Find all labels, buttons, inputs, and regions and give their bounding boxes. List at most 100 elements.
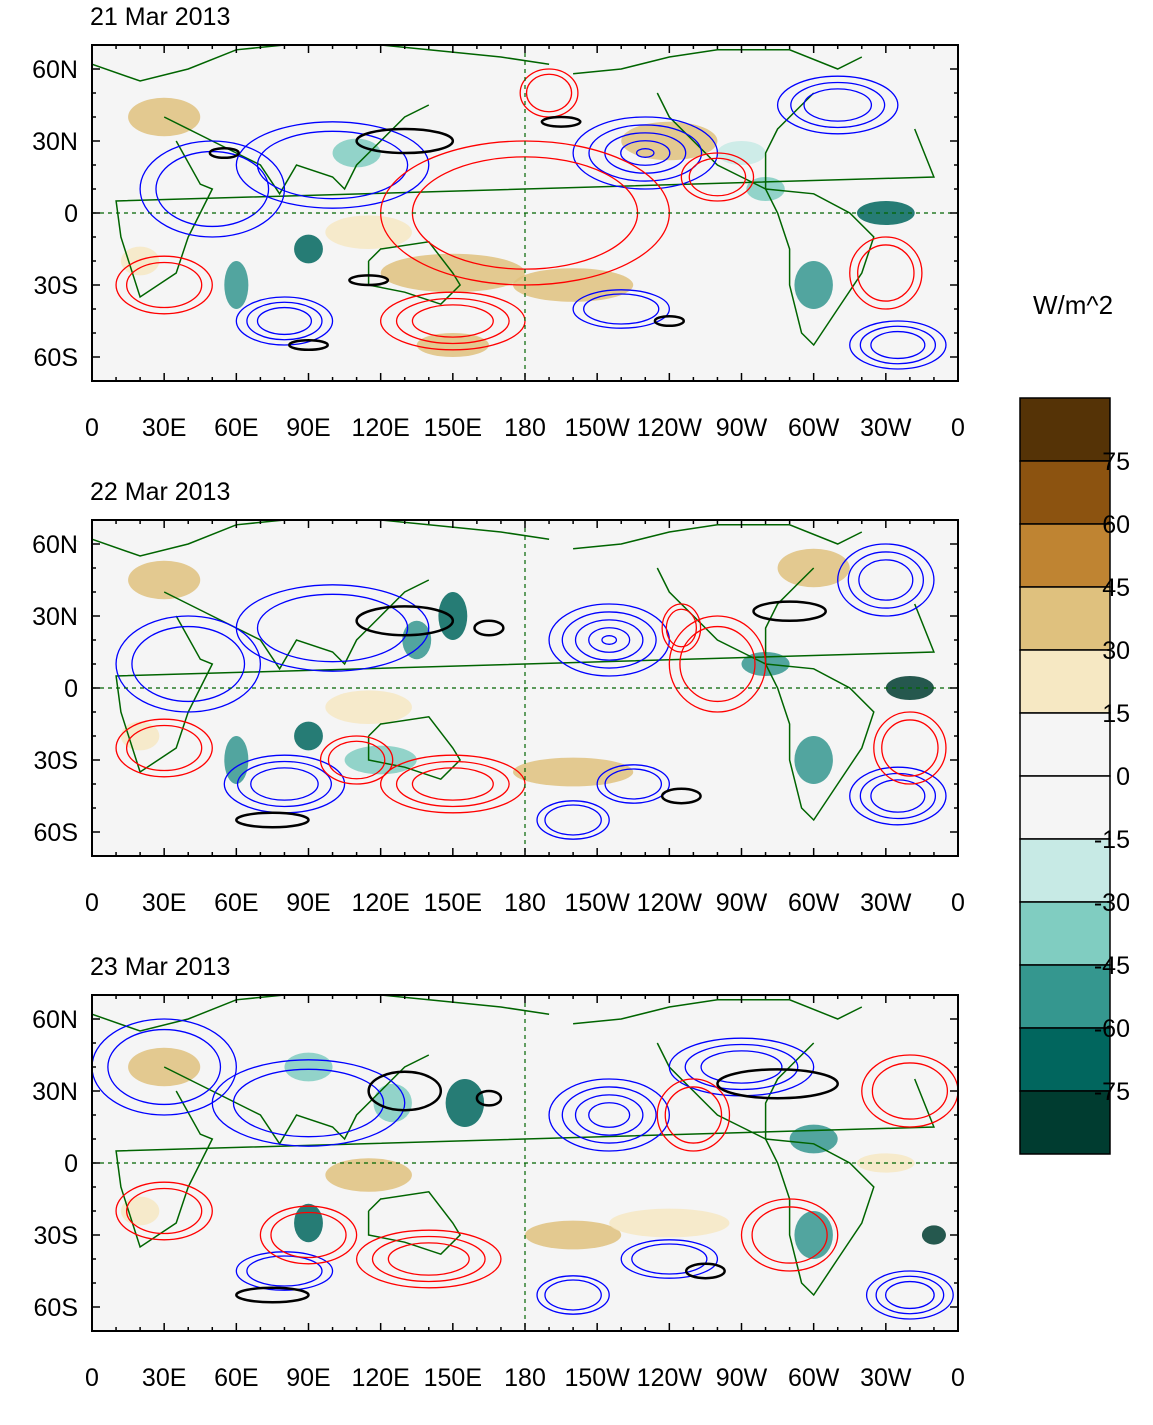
- shading-region: [921, 1225, 946, 1245]
- colorbar-bin: [1019, 775, 1111, 840]
- positive-contour: [115, 1181, 213, 1241]
- coastline: [92, 520, 550, 557]
- highlight-contour: [660, 787, 702, 805]
- positive-contour: [125, 261, 203, 309]
- colorbar-level-label: 60: [1102, 511, 1130, 539]
- negative-contour: [131, 625, 246, 703]
- lat-tick-label: 30N: [32, 1078, 78, 1106]
- positive-contour: [115, 718, 213, 778]
- highlight-contour: [235, 1286, 310, 1304]
- lon-tick-label: 90W: [716, 889, 768, 917]
- negative-contour: [884, 1280, 935, 1310]
- lon-tick-label: 60W: [788, 414, 840, 442]
- negative-contour: [561, 1086, 657, 1144]
- shading-region: [402, 620, 432, 660]
- positive-contour: [861, 1054, 958, 1128]
- lat-tick-label: 60S: [34, 1294, 78, 1322]
- positive-contour: [355, 1229, 502, 1289]
- positive-contour: [751, 1206, 828, 1264]
- lat-tick-label: 30S: [34, 1222, 78, 1250]
- lat-tick-label: 60S: [34, 344, 78, 372]
- lon-tick-label: 90E: [286, 414, 330, 442]
- coastline: [764, 663, 875, 822]
- highlight-contour: [653, 314, 686, 328]
- shading-region: [344, 745, 417, 775]
- highlight-contour: [473, 619, 505, 637]
- lon-tick-label: 180: [504, 414, 546, 442]
- negative-contour: [115, 615, 262, 713]
- lat-tick-label: 0: [64, 1150, 78, 1178]
- negative-contour: [847, 551, 925, 609]
- negative-contour: [583, 293, 660, 325]
- positive-contour: [395, 297, 510, 345]
- positive-contour: [688, 157, 747, 197]
- lat-tick-label: 60N: [32, 531, 78, 559]
- map-panel-2: 0 30E 60E 90E 120E 150E 180 150W 120W 90W 60W 30W 0 6…: [32, 519, 965, 917]
- positive-contour: [665, 608, 698, 648]
- panel-2-title: 22 Mar 2013: [90, 478, 231, 506]
- negative-contour: [236, 760, 333, 808]
- shading-region: [224, 261, 249, 309]
- lon-tick-label: 90E: [286, 889, 330, 917]
- coastline: [656, 92, 815, 191]
- coastline: [573, 524, 863, 550]
- positive-contour: [259, 1205, 358, 1265]
- colorbar-level-label: -30: [1094, 889, 1130, 917]
- negative-contour: [107, 1028, 222, 1106]
- negative-contour: [776, 75, 899, 135]
- positive-contour: [371, 1235, 486, 1283]
- highlight-contour: [684, 1262, 726, 1280]
- positive-contour: [125, 1187, 203, 1235]
- lon-tick-label: 150E: [424, 889, 482, 917]
- negative-contour: [859, 325, 937, 365]
- lon-tick-label: 30E: [142, 414, 186, 442]
- map-panel-1: 0 30E 60E 90E 120E 150E 180 150W 120W 90W 60W 30W 0 6…: [32, 44, 965, 442]
- colorbar-bin: [1019, 901, 1111, 966]
- colorbar-bin: [1019, 712, 1111, 777]
- colorbar-level-label: 30: [1102, 637, 1130, 665]
- lat-tick-label: 60N: [32, 56, 78, 84]
- lon-tick-label: 120E: [351, 1364, 409, 1392]
- negative-contour: [256, 130, 409, 200]
- shading-region: [512, 757, 634, 787]
- panel-1-title: 21 Mar 2013: [90, 3, 231, 31]
- lon-tick-label: 30W: [860, 1364, 912, 1392]
- negative-contour: [232, 1068, 385, 1138]
- shading-region: [325, 690, 412, 724]
- lon-tick-label: 180: [504, 1364, 546, 1392]
- lat-tick-label: 30N: [32, 603, 78, 631]
- positive-contour: [857, 244, 915, 302]
- lon-tick-label: 0: [85, 414, 99, 442]
- positive-contour: [664, 1086, 723, 1144]
- lon-tick-label: 150E: [424, 1364, 482, 1392]
- negative-contour: [684, 1043, 799, 1091]
- lon-tick-label: 60E: [214, 889, 258, 917]
- negative-contour: [536, 1275, 610, 1315]
- negative-contour: [870, 330, 926, 360]
- negative-contour: [858, 559, 914, 601]
- shading-region: [416, 333, 489, 357]
- negative-contour: [544, 804, 602, 836]
- coastline: [764, 1138, 875, 1297]
- shading-region: [224, 736, 249, 784]
- highlight-contour: [235, 811, 310, 829]
- highlight-contour: [475, 1089, 503, 1107]
- negative-contour: [250, 767, 319, 801]
- lon-tick-label: 150W: [565, 889, 631, 917]
- negative-contour: [790, 81, 886, 129]
- negative-contour: [620, 1239, 719, 1279]
- shading-region: [128, 97, 201, 137]
- negative-contour: [588, 124, 703, 182]
- positive-contour: [125, 724, 203, 772]
- lon-tick-label: 120W: [637, 1364, 703, 1392]
- lon-tick-label: 0: [85, 889, 99, 917]
- negative-contour: [875, 1275, 945, 1315]
- coastline: [656, 1042, 815, 1141]
- negative-contour: [601, 635, 618, 645]
- negative-contour: [536, 800, 610, 840]
- lon-tick-label: 0: [951, 1364, 965, 1392]
- colorbar-level-label: 15: [1102, 700, 1130, 728]
- positive-contour: [656, 1078, 731, 1152]
- highlight-contour: [716, 1068, 839, 1100]
- panel-3-title: 23 Mar 2013: [90, 953, 231, 981]
